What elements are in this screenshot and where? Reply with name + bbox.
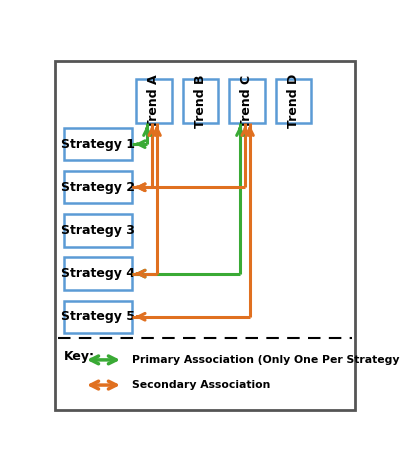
- Text: Strategy 1: Strategy 1: [61, 138, 135, 151]
- Text: Strategy 5: Strategy 5: [61, 310, 135, 323]
- Bar: [64, 214, 132, 247]
- Text: Trend A: Trend A: [147, 74, 160, 128]
- Text: Key:: Key:: [64, 350, 95, 363]
- Text: Strategy 4: Strategy 4: [61, 267, 135, 280]
- Bar: [64, 301, 132, 333]
- Text: Primary Association (Only One Per Strategy): Primary Association (Only One Per Strate…: [132, 355, 400, 365]
- Bar: [64, 128, 132, 160]
- Text: Strategy 3: Strategy 3: [61, 224, 135, 237]
- Bar: [276, 79, 311, 122]
- Bar: [136, 79, 172, 122]
- Text: Secondary Association: Secondary Association: [132, 380, 270, 390]
- Bar: [64, 171, 132, 204]
- Text: Trend B: Trend B: [194, 74, 207, 128]
- Bar: [229, 79, 265, 122]
- Bar: [64, 257, 132, 290]
- Text: Trend C: Trend C: [240, 74, 253, 127]
- Text: Strategy 2: Strategy 2: [61, 181, 135, 194]
- Bar: [182, 79, 218, 122]
- Text: Trend D: Trend D: [287, 74, 300, 128]
